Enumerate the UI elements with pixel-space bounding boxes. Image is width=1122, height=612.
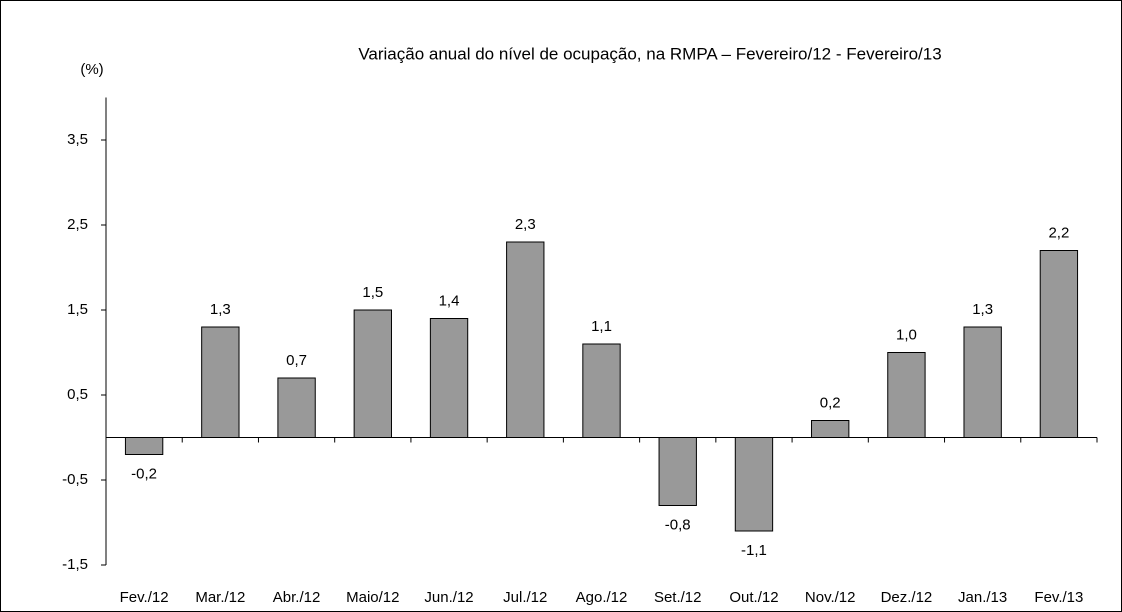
bar [201, 326, 240, 438]
bar [811, 420, 850, 438]
bar [582, 343, 621, 438]
y-axis-label: (%) [80, 61, 103, 78]
x-tick-label: Abr./12 [273, 589, 321, 606]
x-tick-label: Dez./12 [881, 589, 933, 606]
x-tick-label: Out./12 [729, 589, 778, 606]
x-tick-label: Ago./12 [576, 589, 628, 606]
x-tick-label: Nov./12 [805, 589, 856, 606]
bar [658, 437, 697, 506]
bar [1039, 250, 1079, 438]
y-tick-label: 3,5 [67, 131, 88, 148]
y-tick-label: 2,5 [67, 216, 88, 233]
value-label: -1,1 [741, 542, 767, 559]
value-label: -0,8 [665, 516, 691, 533]
bar [506, 241, 545, 438]
x-tick-label: Fev./13 [1034, 589, 1083, 606]
x-tick-label: Set./12 [654, 589, 702, 606]
x-tick-label: Fev./12 [120, 589, 169, 606]
x-tick-label: Jan./13 [958, 589, 1007, 606]
value-label: -0,2 [131, 465, 157, 482]
x-tick-label: Jul./12 [503, 589, 547, 606]
value-label: 1,4 [439, 292, 460, 309]
y-tick-label: -1,5 [62, 556, 88, 573]
bar [429, 318, 469, 438]
x-tick-label: Jun./12 [424, 589, 473, 606]
bar [734, 437, 774, 532]
x-tick-label: Maio/12 [346, 589, 399, 606]
bar [353, 309, 392, 438]
y-tick-label: 1,5 [67, 301, 88, 318]
value-label: 1,3 [972, 301, 993, 318]
bar [277, 377, 316, 438]
bar [887, 352, 926, 438]
value-label: 1,0 [896, 326, 917, 343]
value-label: 0,7 [286, 352, 307, 369]
x-tick-label: Mar./12 [195, 589, 245, 606]
value-label: 2,3 [515, 216, 536, 233]
y-tick-label: -0,5 [62, 471, 88, 488]
value-label: 0,2 [820, 394, 841, 411]
value-label: 1,3 [210, 301, 231, 318]
bar [124, 437, 164, 455]
value-label: 1,1 [591, 318, 612, 335]
value-label: 2,2 [1048, 224, 1069, 241]
y-tick-label: 0,5 [67, 386, 88, 403]
bar [963, 326, 1002, 438]
value-label: 1,5 [362, 284, 383, 301]
chart-title: Variação anual do nível de ocupação, na … [358, 44, 941, 63]
